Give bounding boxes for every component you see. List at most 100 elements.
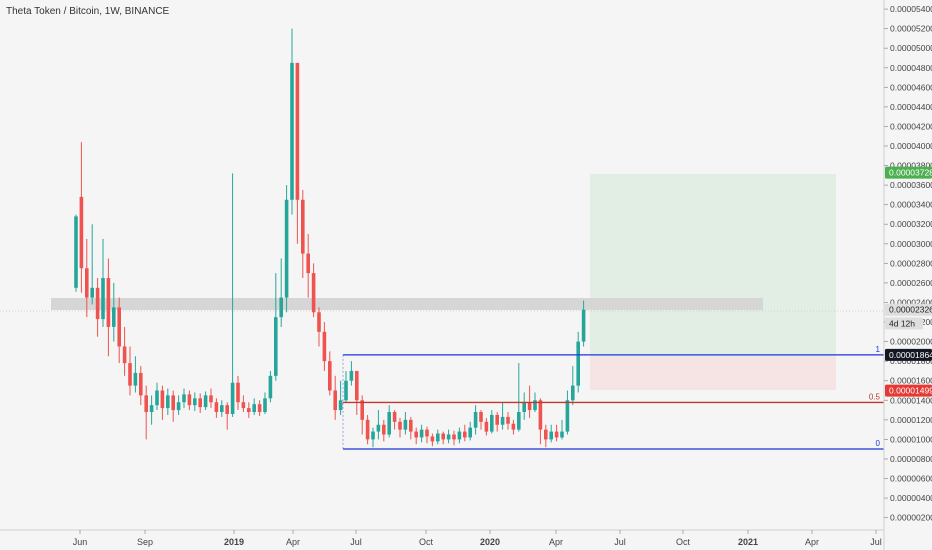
candle-body: [268, 375, 273, 399]
chart-title: Theta Token / Bitcoin, 1W, BINANCE: [6, 6, 170, 17]
price-tick-label: 0.00004000: [890, 141, 932, 151]
candle-body: [522, 402, 526, 413]
candle-body: [484, 421, 489, 432]
candle-body: [139, 372, 143, 396]
candle-body: [506, 416, 510, 424]
price-tag-label: 0.00003728: [889, 168, 932, 178]
candle-body: [571, 385, 575, 401]
candle-body: [544, 429, 548, 440]
candle-body: [479, 412, 483, 422]
price-tick-label: 0.00003000: [890, 239, 932, 249]
candle-body: [355, 370, 359, 401]
candle-body: [279, 297, 283, 318]
candle-body: [490, 414, 494, 432]
price-tick-label: 0.00002400: [890, 297, 932, 307]
price-tick-label: 0.00001400: [890, 395, 932, 405]
profit-zone: [590, 174, 836, 357]
candle-body: [122, 346, 127, 364]
candle-body: [338, 400, 343, 411]
price-tag: [885, 303, 932, 316]
loss-zone: [590, 357, 836, 390]
candle-body: [171, 395, 175, 411]
candle-body: [403, 419, 408, 430]
candle-body: [473, 412, 478, 428]
candle-body: [533, 400, 537, 411]
price-tick-label: 0.00000600: [890, 474, 932, 484]
candle-body: [441, 433, 445, 440]
price-tick-label: 0.00003400: [890, 200, 932, 210]
candle-body: [230, 382, 235, 414]
price-tick-label: 0.00004800: [890, 63, 932, 73]
candle-body: [187, 394, 192, 406]
candle-body: [517, 412, 521, 430]
price-tick-label: 0.00000800: [890, 454, 932, 464]
fib-retracement[interactable]: 10.50: [342, 345, 884, 450]
price-tag: [885, 166, 932, 179]
candle-body: [365, 419, 370, 440]
price-tag-label: 0.00001864: [889, 350, 932, 360]
candle-body: [344, 380, 348, 401]
time-tick-label: Jul: [614, 537, 626, 547]
time-tick-label: Sep: [137, 537, 153, 547]
time-tick-label: 2019: [224, 537, 244, 547]
candle-body: [468, 427, 472, 438]
candle-body: [398, 421, 402, 430]
candle-body: [333, 390, 337, 411]
candle-body: [274, 317, 278, 376]
candle-body: [500, 416, 505, 425]
resistance-zone: [51, 298, 763, 310]
candle-body: [581, 309, 586, 342]
candle-body: [554, 431, 559, 438]
candle-body: [241, 402, 246, 409]
candle-body: [463, 431, 467, 438]
candle-body: [306, 253, 310, 274]
candle-body: [220, 405, 224, 413]
time-tick-label: Jul: [870, 537, 882, 547]
price-tick-label: 0.00001000: [890, 434, 932, 444]
candle-body: [252, 404, 256, 413]
time-axis[interactable]: Jun Sep 2019 Apr Jul Oct 2020 Apr Jul Oct 2021 Apr J…: [73, 530, 882, 547]
price-tick-label: 0.00002000: [890, 337, 932, 347]
candle-body: [419, 429, 424, 438]
candle-body: [101, 278, 105, 320]
price-tick-label: 0.00005200: [890, 24, 932, 34]
price-tick-label: 0.00003800: [890, 161, 932, 171]
candle-body: [495, 414, 499, 425]
candle-body: [371, 431, 375, 440]
time-tick-label: Apr: [286, 537, 300, 547]
candle-body: [79, 196, 84, 269]
price-tick-label: 0.00004400: [890, 102, 932, 112]
price-tag: [885, 384, 932, 397]
candle-body: [284, 199, 289, 298]
candle-body: [198, 398, 202, 408]
candle-body: [225, 405, 229, 414]
candle-body: [149, 405, 154, 413]
candle-body: [511, 423, 516, 430]
candle-body: [155, 390, 159, 406]
candle-body: [430, 436, 435, 442]
candle-body: [549, 431, 553, 440]
candle-body: [317, 312, 321, 332]
fib-level-label: 1: [876, 345, 881, 354]
candle-body: [414, 431, 418, 438]
candle-body: [452, 434, 456, 440]
candle-body: [322, 331, 327, 362]
candle-body: [360, 400, 364, 420]
price-tick-label: 0.00001200: [890, 415, 932, 425]
candle-body: [263, 398, 267, 413]
price-tick-label: 0.00002600: [890, 278, 932, 288]
candle-body: [349, 370, 354, 381]
price-tick-label: 0.00003600: [890, 180, 932, 190]
candle-body: [85, 268, 89, 298]
fib-level-label: 0.5: [869, 392, 881, 401]
price-tag-label: 0.00001499: [889, 386, 932, 396]
time-tick-label: Jul: [350, 537, 362, 547]
candle-body: [409, 419, 413, 432]
candle-body: [387, 412, 391, 435]
candle-body: [290, 62, 294, 200]
candle-body: [74, 216, 78, 288]
candle-body: [382, 424, 386, 435]
time-tick-label: 2021: [738, 537, 758, 547]
candle-body: [257, 404, 262, 413]
